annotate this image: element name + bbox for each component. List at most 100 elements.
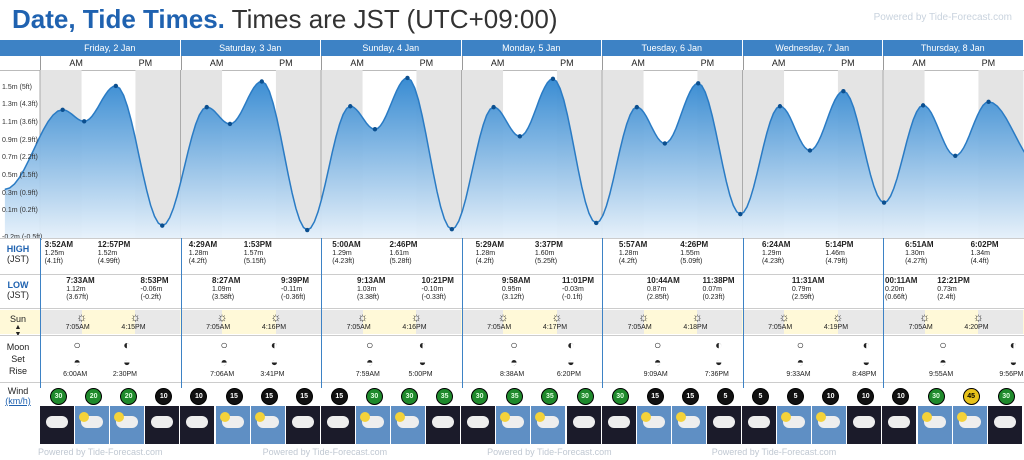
high-tide-entry: 5:57AM 1.28m (4.2ft) xyxy=(618,240,648,266)
pm-label: PM xyxy=(981,58,996,68)
moonrise-icon: ◓ xyxy=(73,355,81,369)
wind-speed-icon: 30 xyxy=(401,388,418,405)
weather-icon xyxy=(812,406,847,444)
weather-icon xyxy=(706,406,741,444)
tide-area xyxy=(4,78,1024,238)
wind-speed-icon: 30 xyxy=(576,388,594,405)
low-tide-entry: 9:39PM -0.11m (-0.36ft) xyxy=(281,276,310,302)
am-label: AM xyxy=(321,56,392,70)
weather-icon xyxy=(250,406,285,444)
moon-phase-icon: ○ xyxy=(796,338,805,352)
page-title: Date, Tide Times. Times are JST (UTC+09:… xyxy=(12,4,558,34)
tide-extreme-point xyxy=(81,119,87,124)
sunset-icon: ☼ xyxy=(691,310,703,324)
high-tide-entry: 4:29AM 1.28m (4.2ft) xyxy=(188,240,218,266)
sunrise-icon: ☼ xyxy=(919,310,931,324)
sunrise-icon: ☼ xyxy=(216,310,228,324)
low-tide-entry: 10:44AM 0.87m (2.85ft) xyxy=(646,276,680,302)
wind-speed-icon: 15 xyxy=(330,388,348,405)
moonrise-time: 7:59AM xyxy=(355,371,380,378)
sunset-time: 4:16PM xyxy=(402,324,427,331)
moonset-icon: ◒ xyxy=(418,355,427,369)
moon-phase-icon: ○ xyxy=(220,338,228,352)
weather-icon xyxy=(742,406,776,444)
am-label: AM xyxy=(742,56,814,70)
pm-label: PM xyxy=(279,58,293,68)
low-tide-entry: 00:11AM 0.20m (0.66ft) xyxy=(885,276,918,302)
day-header: Thursday, 8 Jan xyxy=(883,40,1024,56)
weather-icon xyxy=(777,406,812,444)
sunset-icon: ☼ xyxy=(832,310,844,324)
wind-speed-icon: 15 xyxy=(295,388,313,405)
weather-icon xyxy=(917,406,952,444)
moonrise-time: 9:09AM xyxy=(643,371,668,378)
sunset-icon: ☼ xyxy=(270,310,282,324)
moonset-icon: ◒ xyxy=(862,355,870,369)
y-tick-label: 1.3m (4.3ft) xyxy=(2,101,38,109)
night-shade xyxy=(461,310,504,334)
low-tide-entry: 11:38PM 0.07m (0.23ft) xyxy=(702,276,735,302)
low-tide-entry: 7:33AM 1.12m (3.67ft) xyxy=(66,276,95,302)
high-tide-entry: 5:00AM 1.29m (4.23ft) xyxy=(332,240,361,266)
tide-extreme-point xyxy=(841,89,846,94)
wind-speed-icon: 30 xyxy=(997,388,1015,405)
night-shade xyxy=(275,310,321,334)
tide-extreme-point xyxy=(550,76,556,82)
tide-extreme-point xyxy=(259,79,264,84)
tide-extreme-point xyxy=(696,81,701,86)
moonrise-icon: ◓ xyxy=(366,355,374,369)
day-header: Sunday, 4 Jan xyxy=(321,40,462,56)
sunset-icon: ☼ xyxy=(410,310,422,324)
moon-phase-icon: ◐ xyxy=(123,338,131,352)
moon-phase-icon: ◐ xyxy=(862,338,870,352)
moonrise-icon: ◓ xyxy=(939,355,947,369)
night-shade xyxy=(883,310,925,334)
wind-speed-icon: 45 xyxy=(962,388,980,405)
moon-phase-icon: ◐ xyxy=(1009,338,1018,352)
weather-icon xyxy=(882,406,917,444)
low-tide-entry: 10:21PM -0.10m (-0.33ft) xyxy=(421,276,454,302)
sun-label: Sun▲▼ xyxy=(9,314,26,338)
wind-speed-icon: 15 xyxy=(646,388,664,405)
sunrise-time: 7:05AM xyxy=(908,324,933,331)
low-tide-entry: 8:27AM 1.09m (3.58ft) xyxy=(211,276,241,302)
moon-phase-icon: ○ xyxy=(510,338,518,352)
moonset-icon: ◒ xyxy=(715,355,723,369)
y-tick-label: -0.2m (-0.5ft) xyxy=(2,234,42,241)
y-tick-label: 0.1m (0.2ft) xyxy=(2,207,38,215)
divider xyxy=(0,308,1024,309)
high-tide-entry: 12:57PM 1.52m (4.99ft) xyxy=(97,240,131,266)
weather-icon xyxy=(426,406,461,444)
moonset-time: 3:41PM xyxy=(260,371,285,378)
weather-icon xyxy=(601,406,636,444)
wind-speed-icon: 30 xyxy=(927,388,945,405)
high-tide-entry: 3:37PM 1.60m (5.25ft) xyxy=(534,240,563,266)
weather-icon xyxy=(461,406,496,444)
tide-extreme-point xyxy=(60,107,65,112)
night-shade xyxy=(742,310,785,334)
low-tide-entry: 11:31AM 0.79m (2.59ft) xyxy=(791,276,825,302)
weather-icon xyxy=(987,406,1022,444)
wind-speed-icon: 10 xyxy=(155,388,173,405)
high-tide-entry: 6:51AM 1.30m (4.27ft) xyxy=(905,240,934,266)
day-header: Monday, 5 Jan xyxy=(462,40,602,56)
sunset-time: 4:16PM xyxy=(261,324,287,331)
divider xyxy=(0,335,1024,336)
column-divider xyxy=(742,238,744,388)
high-tide-entry: 4:26PM 1.55m (5.09ft) xyxy=(680,240,709,266)
high-label: HIGH (JST) xyxy=(6,244,30,264)
day-header: Friday, 2 Jan xyxy=(40,40,181,56)
tide-extreme-point xyxy=(777,104,783,109)
tide-extreme-point xyxy=(662,141,668,146)
moonrise-time: 6:00AM xyxy=(63,371,88,378)
moon-phase-icon: ◐ xyxy=(270,338,278,352)
night-shade xyxy=(837,310,883,334)
sunset-icon: ☼ xyxy=(972,310,984,324)
weather-icon xyxy=(847,406,882,444)
sunset-icon: ☼ xyxy=(129,310,141,324)
night-shade xyxy=(697,310,743,334)
high-tide-entry: 6:02PM 1.34m (4.4ft) xyxy=(970,240,999,266)
moon-phase-icon: ◐ xyxy=(418,338,427,352)
night-shade xyxy=(602,310,644,334)
sunset-time: 4:19PM xyxy=(823,324,849,331)
